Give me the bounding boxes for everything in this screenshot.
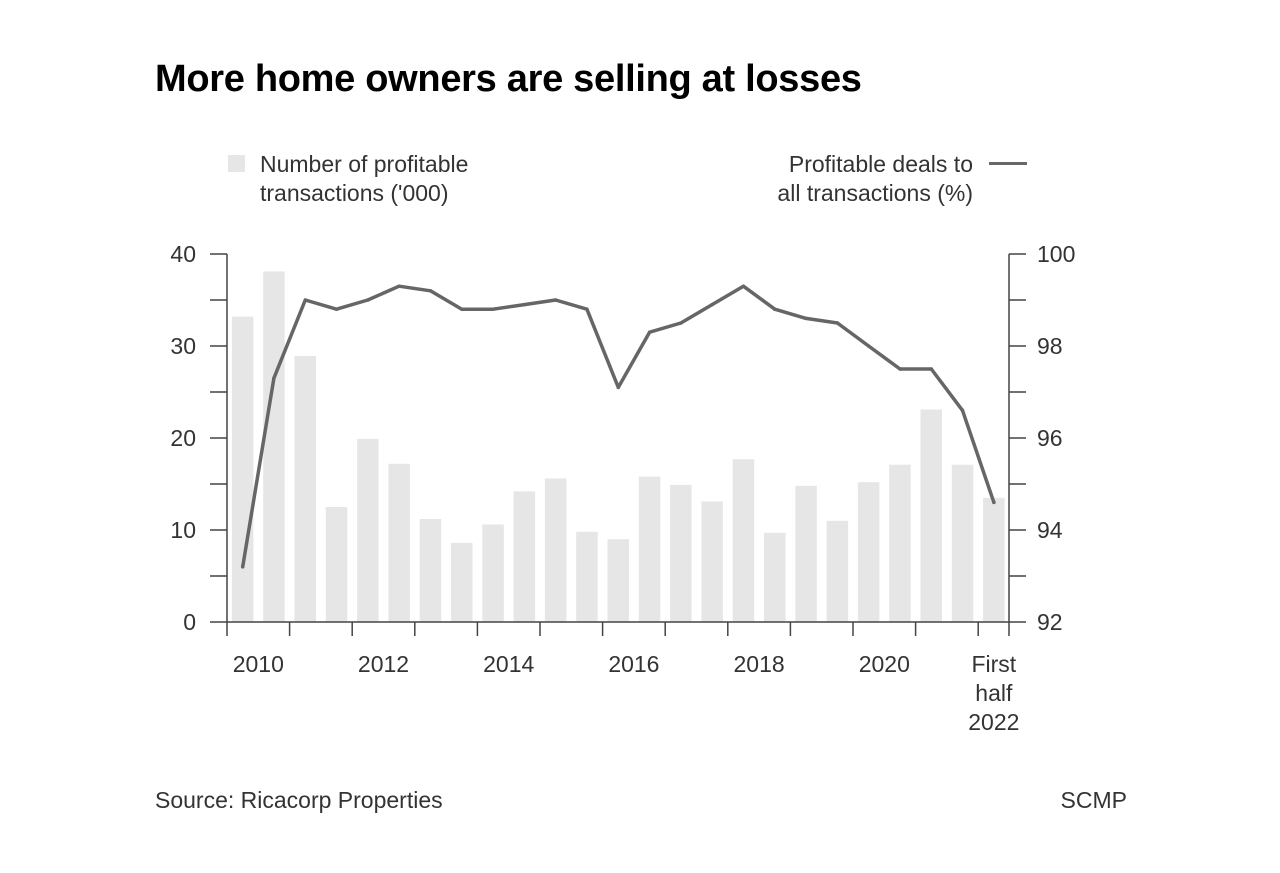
line-point-5	[397, 284, 401, 288]
chart-title: More home owners are selling at losses	[155, 58, 862, 100]
legend-line-label-line-1: Profitable deals to	[788, 151, 973, 177]
x-tick-label-6-line-2: 2022	[968, 709, 1019, 735]
line-point-8	[491, 307, 495, 311]
x-tick-label-5: 2020	[859, 651, 910, 677]
legend-line-label: Profitable deals to all transactions (%)	[777, 150, 973, 208]
bar-1	[263, 271, 285, 622]
x-tick-label-3-line-0: 2016	[608, 651, 659, 677]
bar-13	[638, 476, 661, 622]
x-tick-label-6: First half 2022	[968, 651, 1019, 735]
right-tick-label-100: 100	[1037, 241, 1075, 267]
right-tick-label-98: 98	[1037, 333, 1063, 359]
left-tick-label-20: 20	[170, 425, 196, 451]
line-point-18	[804, 316, 808, 321]
bar-15	[701, 501, 723, 622]
bar-8	[482, 524, 504, 622]
line-point-14	[679, 321, 683, 325]
bar-12	[607, 539, 629, 622]
x-tick-label-2: 2014	[483, 651, 534, 677]
x-tick-label-0-line-0: 2010	[233, 651, 284, 677]
bar-17	[764, 532, 786, 622]
line-point-2	[303, 298, 308, 302]
x-tick-label-6-line-0: First	[971, 651, 1016, 677]
bar-9	[513, 491, 536, 622]
bar-4	[357, 438, 379, 622]
legend-bar-series: Number of profitable transactions ('000)	[228, 150, 468, 208]
bar-3	[325, 507, 348, 622]
legend-line-swatch	[989, 162, 1027, 165]
line-series	[240, 284, 996, 569]
bar-2	[294, 356, 316, 622]
x-tick-label-4-line-0: 2018	[734, 651, 785, 677]
x-tick-label-3: 2016	[608, 651, 659, 677]
line-point-17	[773, 307, 777, 311]
left-tick-label-40: 40	[170, 241, 196, 267]
x-tick-label-1-line-0: 2012	[358, 651, 409, 677]
bar-6	[419, 519, 442, 622]
line-point-7	[460, 307, 464, 311]
right-tick-label-94: 94	[1037, 517, 1063, 543]
legend-bar-label-line-1: Number of profitable	[260, 151, 469, 177]
bar-14	[670, 484, 692, 622]
line-point-20	[866, 344, 871, 348]
bar-18	[795, 485, 817, 622]
right-tick-label-96: 96	[1037, 425, 1063, 451]
line-point-10	[553, 298, 558, 302]
line-point-9	[522, 302, 527, 307]
line-point-23	[960, 408, 965, 413]
bars-group	[231, 271, 1005, 622]
bar-20	[857, 482, 880, 622]
left-tick-label-30: 30	[170, 333, 196, 359]
line-series-layer	[240, 284, 996, 569]
x-tick-label-5-line-0: 2020	[859, 651, 910, 677]
line-point-4	[366, 298, 370, 302]
line-point-1	[272, 376, 276, 380]
bar-23	[951, 464, 974, 622]
bar-0	[231, 316, 254, 622]
line-point-3	[334, 307, 339, 311]
x-tick-label-2-line-0: 2014	[483, 651, 534, 677]
left-tick-label-0: 0	[183, 609, 196, 635]
right-tick-label-92: 92	[1037, 609, 1063, 635]
line-point-22	[929, 367, 934, 371]
bar-7	[451, 542, 473, 622]
legend-line-label-line-2: all transactions (%)	[777, 180, 973, 206]
brand-label: SCMP	[1060, 787, 1127, 813]
line-point-0	[240, 565, 245, 569]
bar-19	[826, 520, 849, 622]
x-tick-label-0: 2010	[233, 651, 284, 677]
bar-21	[889, 464, 911, 622]
bar-24	[983, 497, 1005, 622]
line-point-12	[616, 385, 621, 390]
line-point-24	[992, 500, 996, 505]
x-axis: 2010 2012 2014 2016 2018 2020 First half 2022	[227, 621, 1019, 735]
line-point-15	[710, 302, 714, 307]
source-note: Source: Ricacorp Properties	[155, 787, 443, 813]
bar-22	[920, 409, 942, 622]
bar-10	[544, 478, 567, 622]
line-point-21	[898, 367, 902, 371]
left-tick-label-10: 10	[170, 517, 196, 543]
line-point-19	[835, 321, 840, 325]
x-tick-label-4: 2018	[734, 651, 785, 677]
line-point-16	[741, 284, 746, 288]
legend-line-series: Profitable deals to all transactions (%)	[777, 150, 1027, 208]
legend-bar-label: Number of profitable transactions ('000)	[260, 150, 468, 208]
legend-bar-swatch	[228, 155, 245, 172]
bar-5	[388, 463, 410, 622]
right-axis: 92 94 96 98 100	[1008, 241, 1075, 636]
left-axis: 0 10 20 30 40	[170, 241, 228, 636]
line-point-13	[647, 330, 652, 334]
legend-bar-label-line-2: transactions ('000)	[260, 180, 449, 206]
line-point-6	[428, 289, 433, 293]
x-tick-label-1: 2012	[358, 651, 409, 677]
x-tick-label-6-line-1: half	[975, 680, 1013, 706]
bar-16	[732, 459, 755, 622]
line-point-11	[585, 307, 589, 311]
bar-11	[576, 531, 598, 622]
